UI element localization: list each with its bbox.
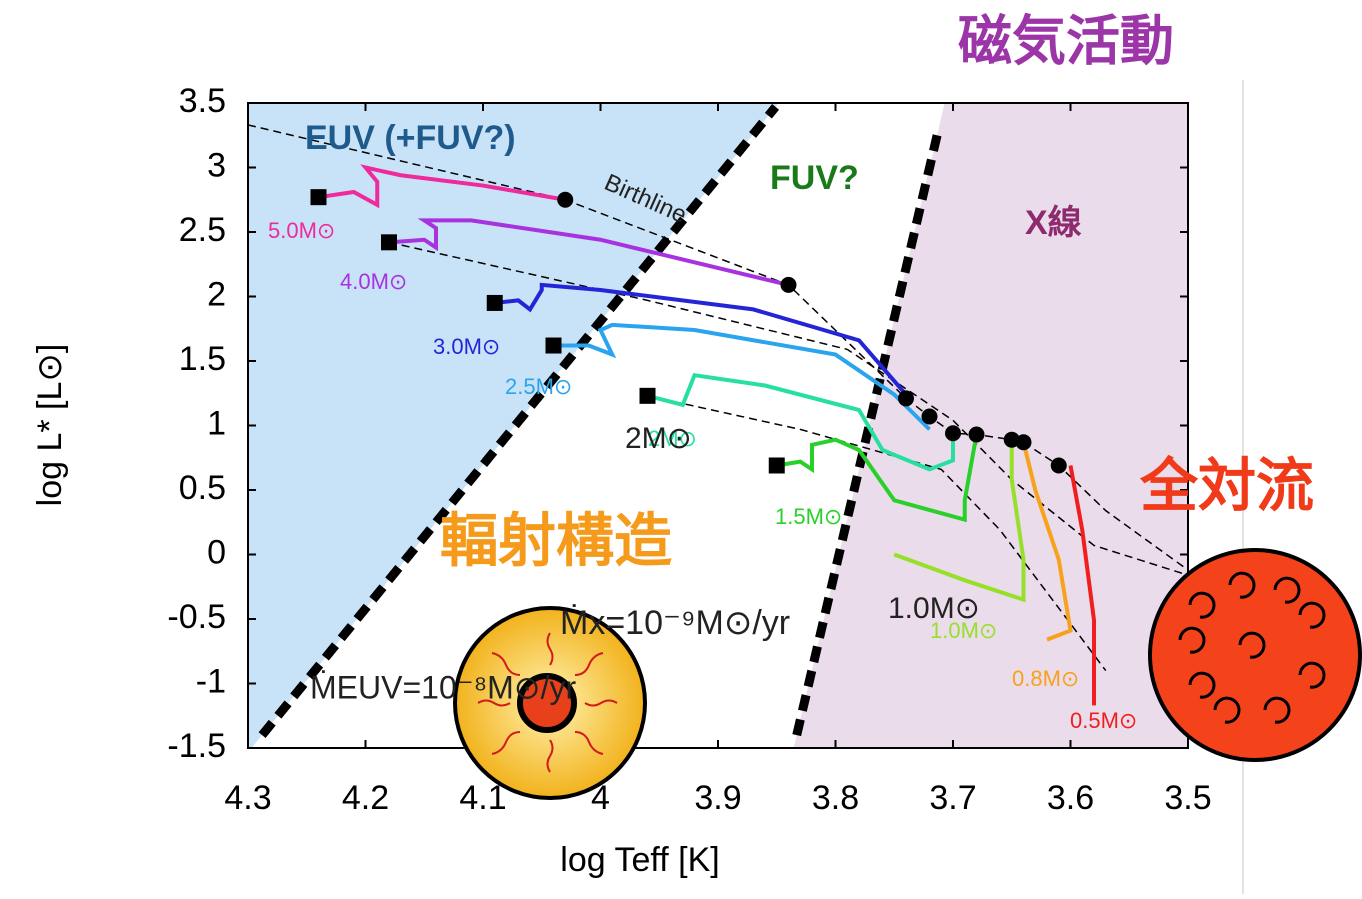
birthline [247,124,1189,571]
track [1068,465,1096,706]
track-label: 0.5M⊙ [1070,708,1137,733]
y-tick-label: 2.5 [179,211,226,249]
track [494,282,908,396]
track-label: 2M⊙ [648,426,697,451]
start-marker [310,189,327,206]
birthline-point [945,425,961,442]
birthline-point [557,191,574,208]
x-tick-label: 4.3 [224,779,271,817]
birthline-point [1015,434,1032,451]
y-tick-label: 1 [207,404,226,442]
birthline-point [921,408,938,425]
x-tick-label: 3.6 [1047,779,1094,817]
track [647,372,955,472]
annotation: FUV? [770,159,859,197]
annotation: ṀEUV=10⁻⁸M⊙/yr [310,669,576,705]
annotation: 輻射構造 [440,508,672,573]
isochrone [647,395,1107,672]
track-label: 0.8M⊙ [1012,666,1079,691]
birthline-point [780,276,797,293]
y-axis-label: log L* [L⊙] [31,344,69,507]
track [1021,441,1073,642]
y-tick-label: 3 [207,146,226,184]
x-tick-label: 3.9 [694,779,741,817]
region [793,103,1188,748]
y-tick-label: 1.5 [179,340,226,378]
y-tick-label: 3.5 [179,82,226,120]
start-marker [639,387,656,404]
start-marker [768,457,785,474]
track [553,322,931,431]
x-tick-label: 4.2 [342,779,389,817]
annotation: 1.0M⊙ [888,592,980,625]
x-tick-label: 4 [591,779,610,817]
x-axis-label: log Teff [K] [560,841,719,879]
track-label: 5.0M⊙ [268,218,335,243]
annotation: 磁気活動 [958,11,1174,71]
track-label: 3.0M⊙ [433,334,500,359]
annotation: X線 [1025,204,1082,242]
track [388,218,789,287]
track-label: 2.5M⊙ [505,374,572,399]
x-tick-label: 3.7 [929,779,976,817]
annotation: Ṁx=10⁻⁹M⊙/yr [560,604,790,642]
x-tick-label: 3.5 [1164,779,1211,817]
y-tick-label: -0.5 [167,598,226,636]
y-tick-label: 0 [207,533,226,571]
birthline-point [1050,457,1067,474]
track [776,434,979,523]
x-tick-label: 3.8 [812,779,859,817]
start-marker [486,294,503,311]
track-label: 1.0M⊙ [930,618,997,643]
y-tick-label: 2 [207,275,226,313]
annotation: 2M⊙ [625,422,692,455]
track-label: 1.5M⊙ [775,504,842,529]
start-marker [545,337,562,354]
convective-star [1148,548,1362,762]
region-boundary [792,131,943,737]
track-label: 4.0M⊙ [340,269,407,294]
radiative-star [453,606,647,800]
start-marker [381,234,397,251]
y-tick-label: -1.5 [167,727,226,765]
plot-frame [247,102,1189,749]
birthline-point [968,426,985,443]
x-tick-label: 4.1 [459,779,506,817]
y-tick-label: 0.5 [179,469,226,507]
annotation: EUV (+FUV?) [305,119,516,157]
y-tick-label: -1 [196,662,226,700]
isochrone [388,241,1189,576]
track [893,439,1026,603]
region-boundary [258,104,780,738]
annotation: 全対流 [1139,453,1314,518]
track [318,164,566,209]
birthline-point [898,390,914,407]
